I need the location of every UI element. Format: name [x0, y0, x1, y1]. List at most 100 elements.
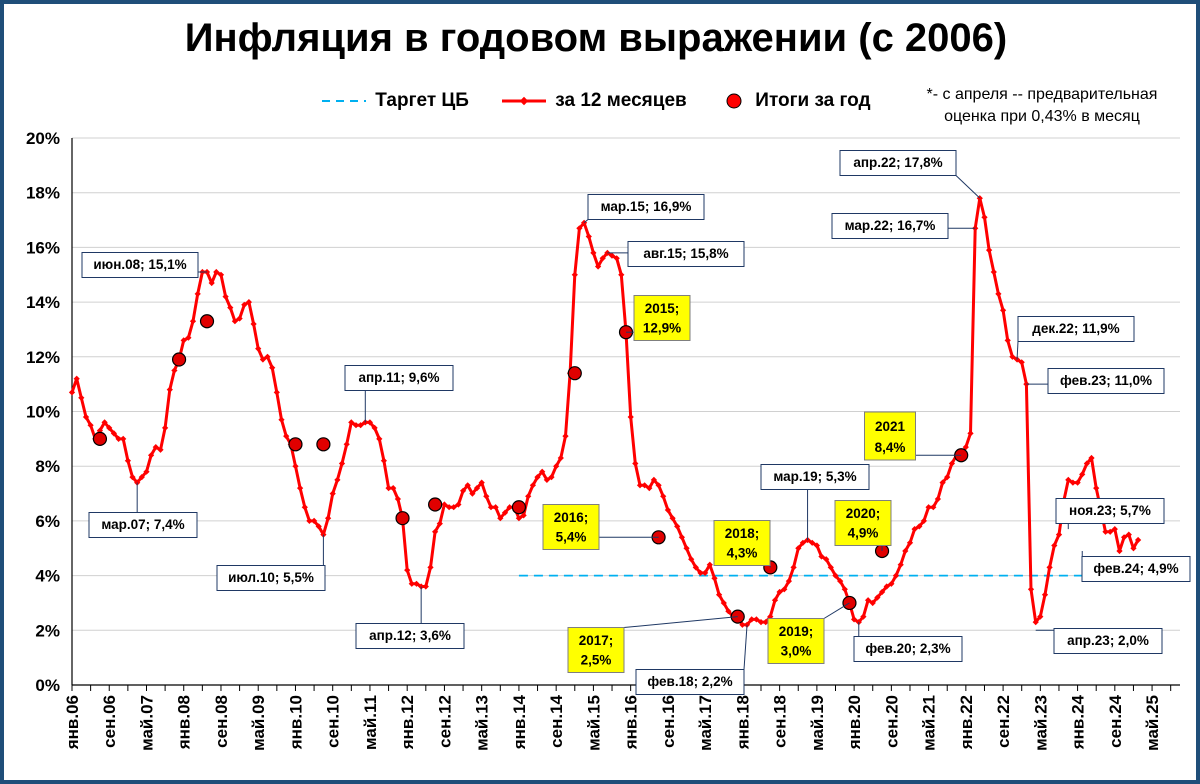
series-12m-point — [869, 599, 876, 607]
annotation-text: 4,9% — [848, 526, 879, 541]
series-12m-point — [1051, 542, 1058, 549]
series-12m-point — [487, 504, 495, 511]
series-12m-point — [478, 479, 485, 486]
annual-point — [316, 437, 331, 452]
series-12m-point — [799, 539, 807, 546]
series-12m-point — [427, 564, 434, 571]
series-12m-point — [250, 320, 257, 328]
series-12m-point — [762, 618, 769, 626]
series-12m-point — [464, 482, 471, 489]
series-annual — [92, 314, 969, 624]
series-12m-point — [222, 293, 229, 300]
x-tick-label: май.17 — [696, 695, 715, 751]
annotation-leader — [623, 616, 738, 628]
series-12m-point — [473, 484, 481, 492]
series-12m-point — [697, 569, 704, 577]
annotation-label: июн.08; 15,1% — [81, 252, 208, 278]
series-12m-point — [385, 484, 392, 492]
series-12m-point — [739, 621, 746, 628]
annotation-text: фев.24; 4,9% — [1093, 561, 1178, 576]
series-12m-point — [161, 424, 169, 432]
annotation-leader — [743, 624, 748, 670]
series-12m-point — [999, 307, 1007, 314]
x-tick-label: сен.14 — [547, 694, 566, 747]
annotation-label: 2020; 4,9% — [834, 500, 892, 551]
annotation-leader — [583, 219, 589, 224]
series-12m-point — [967, 430, 974, 437]
x-tick-label: сен.20 — [882, 695, 901, 748]
legend-annual-label: Итоги за год — [755, 90, 871, 112]
y-tick-label: 4% — [35, 567, 60, 586]
series-12m-point — [599, 255, 606, 262]
series-12m-point — [501, 509, 509, 516]
series-12m-point — [655, 482, 662, 489]
annotation-box — [567, 627, 625, 673]
series-12m-point — [757, 618, 765, 626]
series-12m-point — [455, 501, 462, 508]
series-12m-point — [366, 419, 374, 426]
annotation-box — [864, 411, 916, 461]
legend-item-target: Таргет ЦБ — [320, 88, 469, 114]
annotation-label: фев.18; 2,2% — [635, 624, 748, 695]
y-tick-label: 18% — [26, 184, 60, 203]
series-12m-point — [1032, 618, 1039, 626]
series-12m-point — [469, 490, 476, 497]
annotation-label: мар.07; 7,4% — [88, 482, 198, 538]
series-12m-point — [492, 504, 499, 511]
annotation-label: апр.11; 9,6% — [344, 365, 454, 423]
x-tick-label: янв.10 — [286, 695, 305, 750]
series-12m-point — [418, 583, 425, 590]
series-12m-point — [711, 575, 718, 582]
annotation-box — [542, 504, 600, 550]
series-12m-point — [771, 597, 779, 604]
series-12m-point — [1107, 528, 1114, 535]
annotation-box — [831, 213, 949, 239]
series-12m-point — [269, 364, 276, 371]
annotation-box — [635, 669, 745, 695]
series-12m-point — [343, 441, 350, 448]
series-12m-point — [255, 345, 262, 352]
series-12m-point — [189, 318, 197, 325]
x-tick-label: май.23 — [1031, 695, 1050, 751]
series-12m-point — [725, 608, 732, 615]
series-12m-point — [916, 523, 923, 530]
x-tick-label: янв.18 — [733, 695, 752, 750]
series-12m-point — [688, 556, 695, 563]
annotation-label: мар.22; 16,7% — [831, 213, 976, 239]
series-12m-point — [785, 577, 793, 585]
legend-12m-label: за 12 месяцев — [555, 90, 687, 112]
series-12m-point — [627, 413, 634, 421]
series-12m-point — [832, 572, 839, 579]
annotation-label: дек.22; 11,9% — [1016, 316, 1135, 360]
y-tick-label: 8% — [35, 457, 60, 476]
series-12m-point — [632, 460, 639, 467]
annotation-box — [767, 618, 825, 664]
series-12m-point — [781, 586, 788, 593]
series-12m-point — [720, 599, 727, 607]
series-12m-point — [1083, 460, 1091, 467]
series-12m-point — [380, 457, 388, 464]
series-12m-point — [324, 515, 332, 522]
annotation-text: 12,9% — [643, 321, 681, 336]
series-12m-point — [641, 482, 648, 489]
x-tick-label: май.07 — [137, 695, 156, 751]
series-12m-point — [860, 613, 867, 620]
annotation-text: 5,4% — [556, 530, 587, 545]
x-tick-label: сен.12 — [435, 695, 454, 748]
annotation-label: 2015; 12,9% — [626, 295, 691, 341]
x-tick-label: сен.08 — [212, 695, 231, 748]
series-12m-point — [529, 482, 537, 489]
annual-point — [288, 437, 303, 452]
series-12m-point — [334, 476, 341, 484]
note-line-2: оценка при 0,43% в месяц — [944, 108, 1140, 125]
chart-title: Инфляция в годовом выражении (с 2006) — [184, 16, 1008, 60]
series-12m-point — [874, 594, 881, 601]
annual-point — [395, 511, 410, 526]
annotation-text: 2019; — [779, 624, 814, 639]
annual-point — [199, 314, 215, 329]
series-12m-point — [823, 556, 830, 563]
series-12m-point — [618, 271, 625, 278]
annotation-label: апр.22; 17,8% — [839, 150, 981, 199]
y-tick-label: 20% — [26, 129, 60, 148]
annotation-box — [216, 565, 326, 591]
